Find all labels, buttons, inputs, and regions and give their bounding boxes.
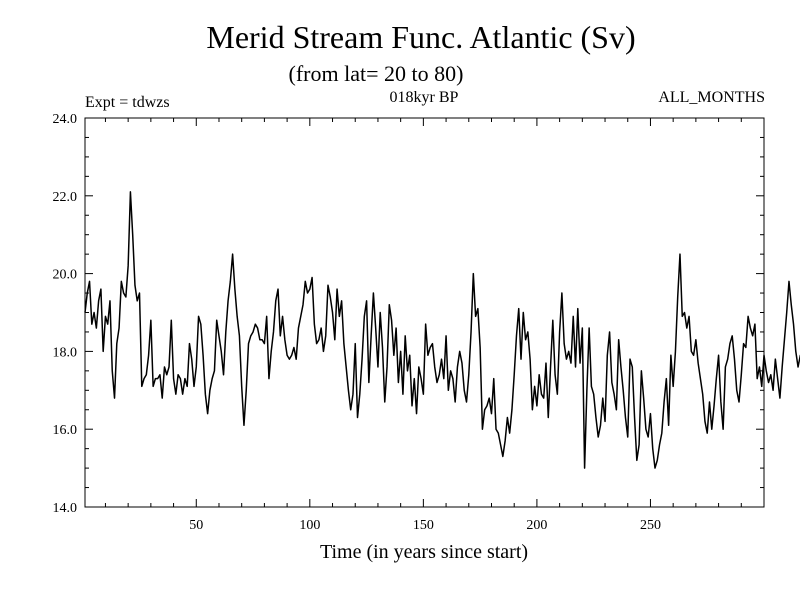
experiment-label: Expt = tdwzs — [85, 94, 170, 111]
chart-title: Merid Stream Func. Atlantic (Sv) — [206, 19, 635, 55]
x-tick-label: 150 — [413, 518, 434, 533]
y-tick-label: 14.0 — [53, 501, 78, 516]
y-tick-label: 20.0 — [53, 268, 78, 283]
x-axis-label: Time (in years since start) — [320, 541, 528, 563]
series-layer — [84, 191, 800, 469]
y-tick-label: 18.0 — [53, 345, 78, 360]
period-label: 018kyr BP — [390, 89, 459, 106]
months-label: ALL_MONTHS — [658, 89, 765, 106]
series-line — [84, 191, 800, 469]
y-tick-label: 24.0 — [53, 112, 78, 127]
y-tick-label: 22.0 — [53, 190, 78, 205]
x-axis-ticks: 50 100 150 200 250 — [104, 118, 742, 533]
plot-frame — [84, 117, 765, 508]
y-axis-ticks: 14.0 16.0 18.0 20.0 22.0 24.0 — [53, 112, 764, 516]
chart-subtitle: (from lat= 20 to 80) — [289, 61, 464, 86]
x-tick-label: 100 — [299, 518, 320, 533]
x-tick-label: 250 — [640, 518, 661, 533]
y-tick-label: 16.0 — [53, 423, 78, 438]
x-tick-label: 50 — [189, 518, 203, 533]
x-tick-label: 200 — [526, 518, 547, 533]
